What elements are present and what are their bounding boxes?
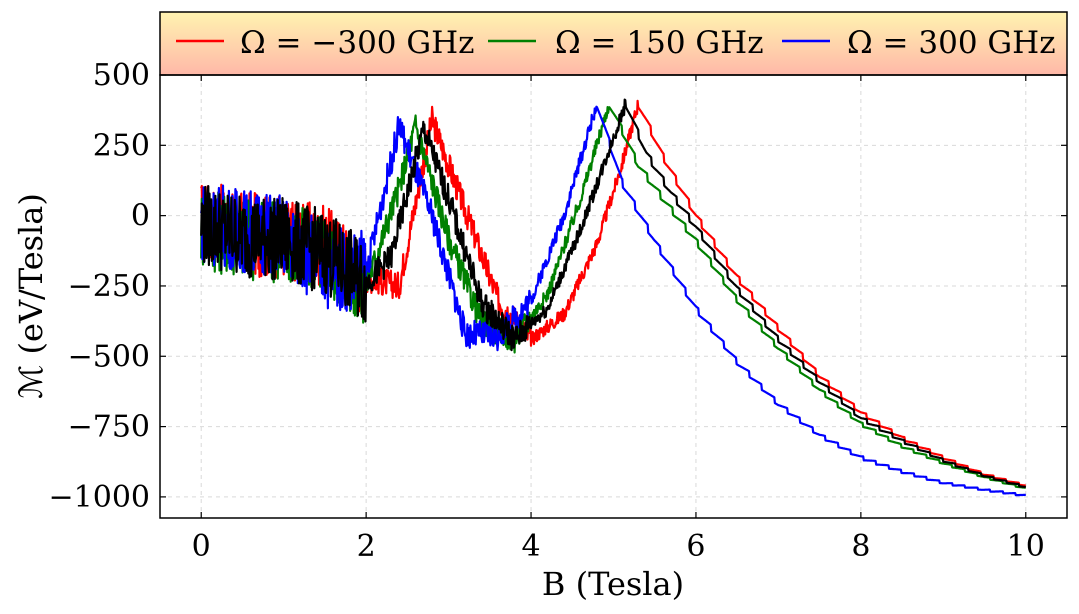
x-axis-label: B (Tesla) [542,565,684,603]
x-tick-label: 4 [521,529,540,564]
x-tick-label: 2 [357,529,376,564]
y-tick-label: −750 [68,410,150,445]
ticks: 0 2 4 6 8 10 500 250 0 −250 −500 −750 −1000 [49,58,1067,564]
y-tick-label: −250 [68,269,150,304]
y-tick-label: 500 [93,58,150,93]
plot-frame [159,74,1068,519]
legend-box [159,11,1068,76]
y-tick-label: −500 [68,339,150,374]
series-line [200,98,1027,489]
legend-label: Ω = −300 GHz [240,25,475,61]
x-tick-label: 6 [686,529,705,564]
legend-label: Ω = 150 GHz [555,25,764,61]
legend: Ω = −300 GHz Ω = 150 GHz Ω = 300 GHz [176,25,1056,61]
y-tick-label: 0 [131,199,150,234]
series-layer [200,98,1027,497]
legend-label: Ω = 300 GHz [847,25,1056,61]
x-tick-label: 10 [1007,529,1045,564]
y-tick-label: 250 [93,128,150,163]
series-line [200,106,1027,489]
y-tick-label: −1000 [49,480,150,515]
x-tick-label: 0 [192,529,211,564]
y-axis-label: ℳ (eV/Tesla) [12,193,50,399]
x-tick-label: 8 [851,529,870,564]
